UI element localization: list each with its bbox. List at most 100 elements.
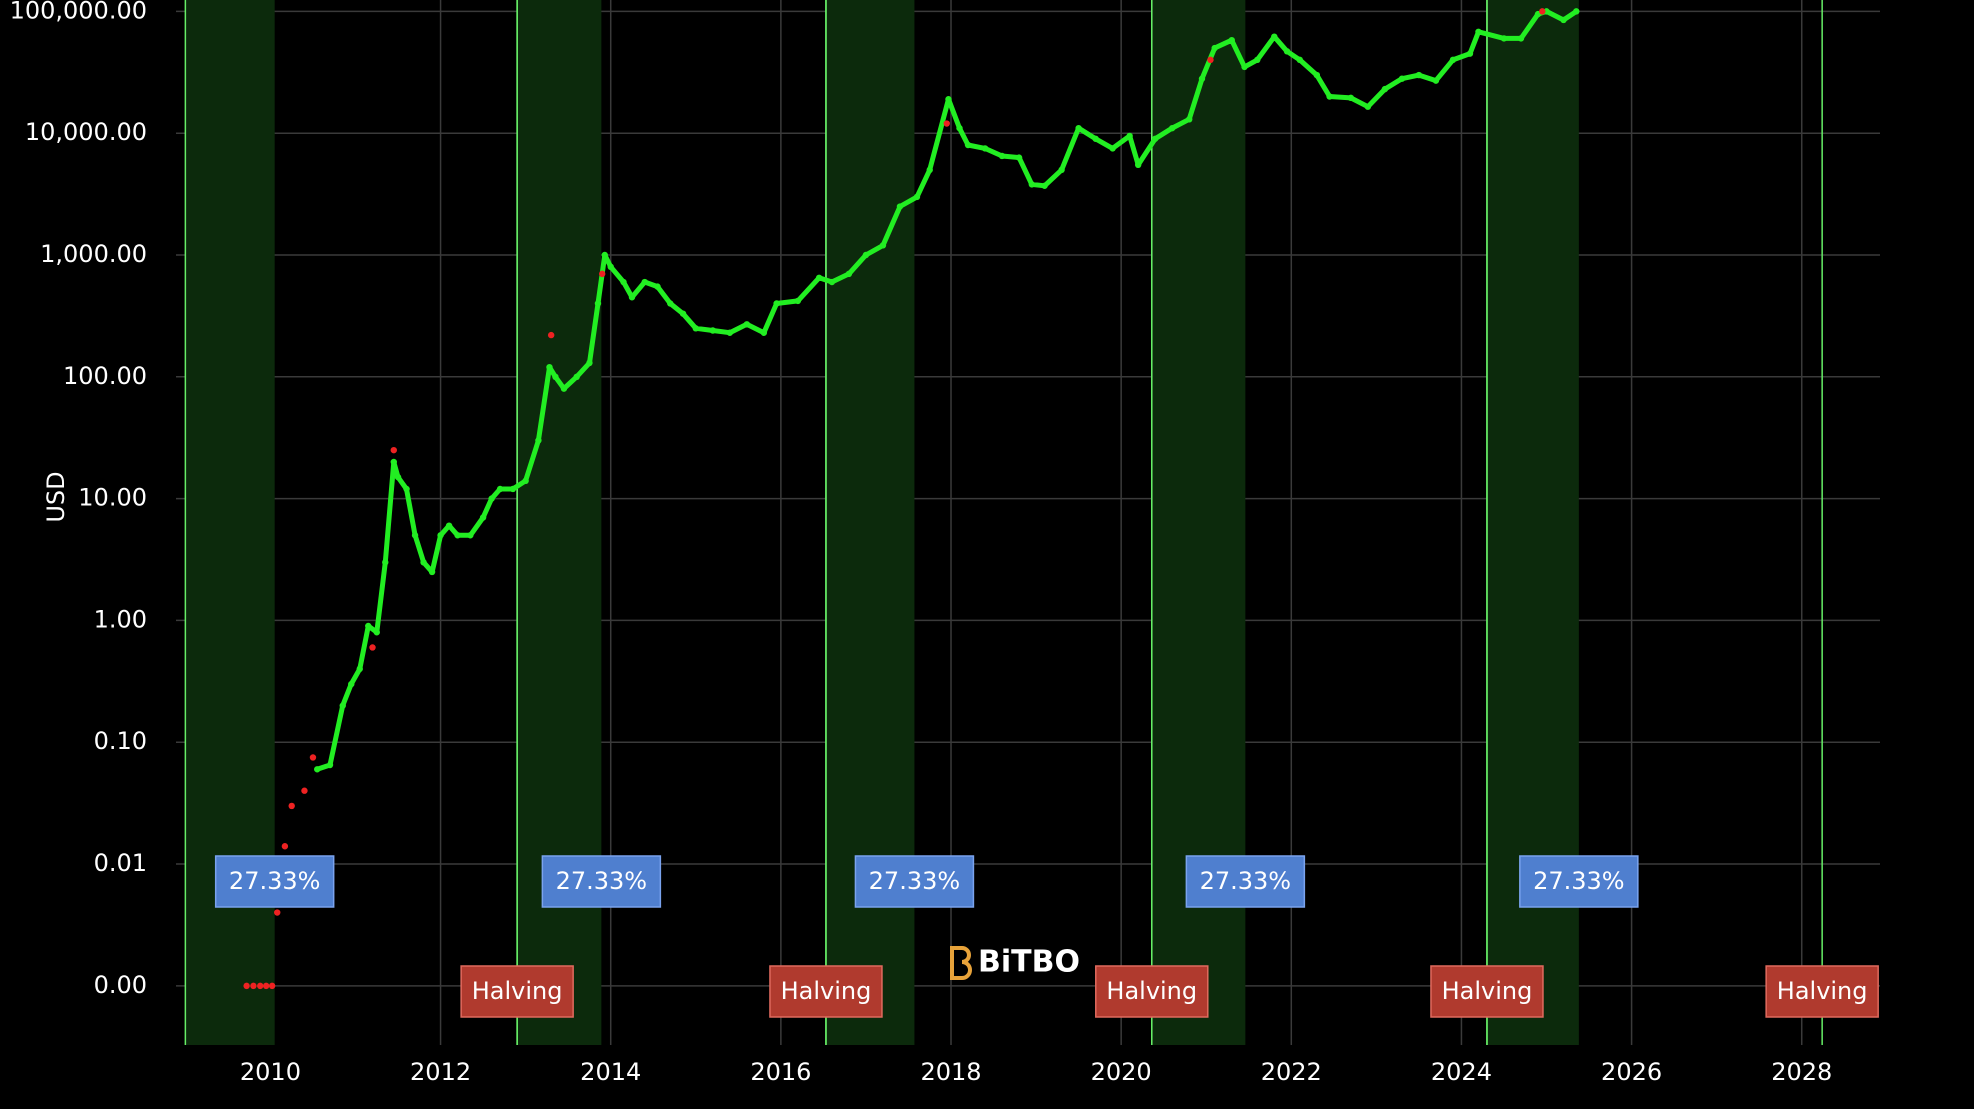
- x-tick-label: 2014: [580, 1058, 641, 1086]
- price-point: [1075, 124, 1082, 132]
- price-point: [243, 982, 250, 990]
- price-point: [879, 242, 887, 249]
- region-label-text: 27.33%: [869, 867, 961, 895]
- price-point: [1207, 56, 1214, 64]
- halving-label-text: Halving: [1777, 977, 1868, 1005]
- y-tick-label: 1,000.00: [40, 240, 147, 268]
- halving-label: Halving: [1095, 965, 1209, 1018]
- data-layer: [243, 8, 1580, 990]
- price-point: [1168, 124, 1176, 132]
- price-point: [390, 446, 397, 454]
- price-point: [356, 665, 363, 673]
- y-tick-label: 10,000.00: [25, 118, 147, 146]
- price-point: [1151, 135, 1159, 142]
- watermark: BiTBO: [978, 945, 1080, 980]
- price-point: [1271, 33, 1278, 40]
- price-point: [586, 359, 593, 367]
- price-point: [1109, 145, 1116, 152]
- price-point: [348, 680, 355, 688]
- price-point: [945, 96, 952, 103]
- price-point: [1092, 135, 1099, 142]
- price-point: [390, 458, 397, 466]
- halving-label-text: Halving: [1442, 977, 1533, 1005]
- y-tick-label: 10.00: [78, 484, 147, 512]
- price-point: [1058, 166, 1065, 174]
- price-point: [257, 982, 264, 990]
- price-point: [679, 310, 687, 317]
- label-box: [1765, 965, 1879, 1018]
- halving-label-text: Halving: [1106, 977, 1197, 1005]
- price-point: [760, 329, 768, 336]
- price-point: [560, 385, 568, 392]
- price-point: [250, 982, 257, 990]
- x-tick-label: 2010: [240, 1058, 301, 1086]
- x-tick-label: 2018: [920, 1058, 981, 1086]
- label-box: [1185, 855, 1306, 908]
- price-point: [262, 982, 270, 990]
- price-point: [496, 485, 504, 493]
- price-point: [1126, 132, 1133, 140]
- label-box: [1519, 855, 1639, 908]
- x-tick-label: 2028: [1771, 1058, 1832, 1086]
- x-tick-label: 2016: [750, 1058, 811, 1086]
- price-point: [454, 532, 461, 539]
- price-point: [896, 203, 904, 210]
- price-point: [862, 251, 870, 259]
- price-point: [1517, 35, 1525, 42]
- price-point: [1415, 71, 1423, 79]
- region-label-text: 27.33%: [1533, 867, 1625, 895]
- price-point: [547, 331, 555, 339]
- price-point: [1228, 36, 1235, 44]
- price-point: [599, 270, 606, 278]
- y-axis-title: USD: [42, 471, 70, 522]
- label-box: [1430, 965, 1544, 1018]
- price-point: [964, 141, 972, 149]
- price-point: [743, 321, 751, 328]
- region-label-text: 27.33%: [556, 867, 648, 895]
- price-point: [654, 283, 661, 290]
- price-point: [437, 532, 444, 539]
- y-tick-label: 0.00: [94, 971, 147, 999]
- halving-label-text: Halving: [472, 977, 563, 1005]
- price-point: [692, 325, 699, 332]
- region-label: 27.33%: [1519, 855, 1639, 908]
- price-point: [794, 297, 802, 305]
- price-point: [546, 363, 553, 371]
- price-point: [479, 514, 487, 521]
- price-point: [1475, 28, 1482, 35]
- price-point: [1313, 71, 1321, 79]
- price-point: [594, 300, 602, 307]
- price-point: [522, 477, 529, 485]
- price-point: [274, 909, 281, 916]
- price-point: [420, 559, 427, 566]
- price-point: [815, 274, 823, 281]
- label-box: [1095, 965, 1209, 1018]
- price-point: [509, 485, 517, 493]
- region-label-text: 27.33%: [229, 867, 321, 895]
- y-tick-label: 1.00: [94, 605, 147, 633]
- y-tick-label: 100.00: [63, 362, 147, 390]
- price-point: [288, 802, 295, 810]
- price-point: [573, 373, 580, 381]
- price-point: [309, 754, 317, 761]
- price-point: [773, 300, 780, 307]
- y-tick-label: 0.10: [94, 727, 147, 755]
- price-point: [620, 278, 627, 286]
- label-box: [460, 965, 574, 1018]
- price-point: [1500, 35, 1508, 42]
- halving-label: Halving: [769, 965, 883, 1018]
- price-point: [998, 152, 1006, 160]
- label-box: [541, 855, 662, 908]
- price-point: [552, 373, 559, 381]
- price-point: [314, 766, 321, 773]
- label-box: [854, 855, 975, 908]
- price-point: [1041, 182, 1048, 189]
- price-point: [1028, 181, 1036, 188]
- price-point: [601, 251, 608, 259]
- price-point: [641, 278, 648, 286]
- price-point: [535, 437, 542, 444]
- price-point: [281, 843, 289, 850]
- halving-label: Halving: [1765, 965, 1879, 1018]
